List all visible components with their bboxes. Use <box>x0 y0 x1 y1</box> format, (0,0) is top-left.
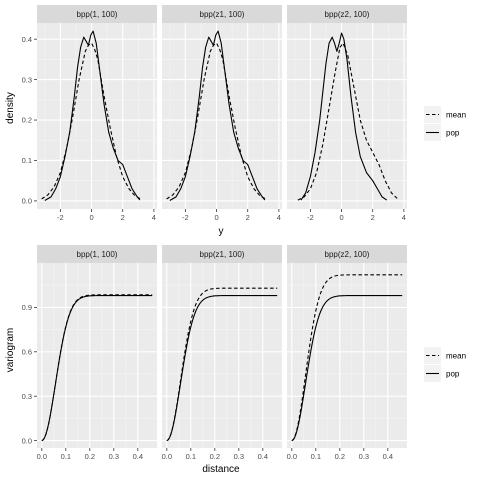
legend-label: mean <box>446 111 466 120</box>
x-tick-label: 2 <box>371 213 375 222</box>
x-tick-label: 0.4 <box>258 452 268 461</box>
facet-strip-label: bpp(1, 100) <box>77 10 118 19</box>
facet-strip <box>37 5 157 23</box>
panel-background <box>287 263 407 448</box>
y-axis-title: variogram <box>5 328 16 372</box>
series-line-pop <box>166 295 278 442</box>
series-line-mean <box>297 42 399 201</box>
facet-strip-label: bpp(z1, 100) <box>200 250 245 259</box>
facet-panel: bpp(z1, 100) 0.0 0.1 0.2 0.3 0.4 <box>162 245 282 461</box>
x-tick-label: 0 <box>89 213 93 222</box>
x-tick-label: 0.0 <box>162 452 172 461</box>
x-tick-label: 0.3 <box>234 452 244 461</box>
x-tick-label: 0.0 <box>287 452 297 461</box>
variogram-chart: bpp(1, 100)0.0 0.1 0.2 0.3 0.40.00.30.60.9bp… <box>22 245 466 461</box>
x-tick-label: 4 <box>277 213 281 222</box>
facet-panel: bpp(z1, 100) -2 0 2 4 <box>162 5 282 222</box>
facet-panel: bpp(z2, 100) -2 0 2 4 <box>287 5 407 222</box>
facet-strip <box>162 5 282 23</box>
facet-strip <box>287 245 407 263</box>
series-line-pop <box>300 32 388 201</box>
legend: mean pop <box>424 106 466 141</box>
x-tick-label: 0.1 <box>186 452 196 461</box>
x-tick-label: -2 <box>57 213 64 222</box>
facet-panel: bpp(1, 100) -2 0 2 4 0.0 0.1 0.2 0.3 0.4 <box>22 5 157 222</box>
y-tick-label: 0.9 <box>22 303 32 312</box>
legend-label: pop <box>446 129 460 138</box>
panel-background <box>287 23 407 209</box>
series-line-pop <box>291 295 403 442</box>
series-line-mean <box>41 294 153 442</box>
x-tick-label: 0.1 <box>61 452 71 461</box>
y-tick-label: 0.6 <box>22 348 32 357</box>
facet-panel: bpp(z2, 100) 0.0 0.1 0.2 0.3 0.4 <box>287 245 407 461</box>
y-tick-label: 0.1 <box>22 156 32 165</box>
series-line-mean <box>166 42 267 200</box>
x-tick-label: 0.2 <box>335 452 345 461</box>
x-tick-label: 0.2 <box>85 452 95 461</box>
x-tick-label: -2 <box>307 213 314 222</box>
facet-strip-label: bpp(z2, 100) <box>325 250 370 259</box>
x-tick-label: 0.2 <box>210 452 220 461</box>
facet-strip <box>287 5 407 23</box>
x-tick-label: -2 <box>182 213 189 222</box>
legend-label: pop <box>446 370 460 379</box>
x-axis-title: y <box>219 226 224 237</box>
panel-background <box>162 263 282 448</box>
x-tick-label: 2 <box>246 213 250 222</box>
facet-strip-label: bpp(z1, 100) <box>200 10 245 19</box>
x-tick-label: 0 <box>214 213 218 222</box>
x-tick-label: 0 <box>339 213 343 222</box>
x-tick-label: 0.1 <box>311 452 321 461</box>
series-line-pop <box>169 30 266 201</box>
facet-strip-label: bpp(z2, 100) <box>325 10 370 19</box>
x-tick-label: 0.4 <box>383 452 393 461</box>
x-axis-title: distance <box>202 464 240 475</box>
panel-background <box>37 23 157 209</box>
panel-background <box>162 23 282 209</box>
legend-label: mean <box>446 352 466 361</box>
x-tick-label: 4 <box>152 213 156 222</box>
y-tick-label: 0.2 <box>22 116 32 125</box>
y-tick-label: 0.0 <box>22 436 32 445</box>
y-tick-label: 0.4 <box>22 35 32 44</box>
series-line-mean <box>166 287 278 442</box>
series-line-mean <box>41 42 142 200</box>
density-chart: bpp(1, 100) -2 0 2 4 0.0 0.1 0.2 0.3 0.4 bpp(z1, 1… <box>22 5 466 222</box>
y-tick-label: 0.0 <box>22 197 32 206</box>
y-tick-label: 0.3 <box>22 392 32 401</box>
x-tick-label: 0.3 <box>359 452 369 461</box>
series-line-pop <box>44 30 141 201</box>
y-tick-label: 0.3 <box>22 75 32 84</box>
x-tick-label: 4 <box>402 213 406 222</box>
x-tick-label: 0.0 <box>37 452 47 461</box>
panel-background <box>37 263 157 448</box>
y-axis-title: density <box>5 92 16 124</box>
series-line-mean <box>291 274 403 442</box>
facet-strip-label: bpp(1, 100) <box>77 250 118 259</box>
facet-strip <box>162 245 282 263</box>
x-tick-label: 2 <box>121 213 125 222</box>
facet-strip <box>37 245 157 263</box>
x-tick-label: 0.4 <box>133 452 143 461</box>
x-tick-label: 0.3 <box>109 452 119 461</box>
legend: mean pop <box>424 347 466 382</box>
series-line-pop <box>41 295 153 442</box>
facet-panel: bpp(1, 100) 0.0 0.1 0.2 0.3 0.4 0.0 0.3 0.6 0.9 <box>22 245 157 461</box>
